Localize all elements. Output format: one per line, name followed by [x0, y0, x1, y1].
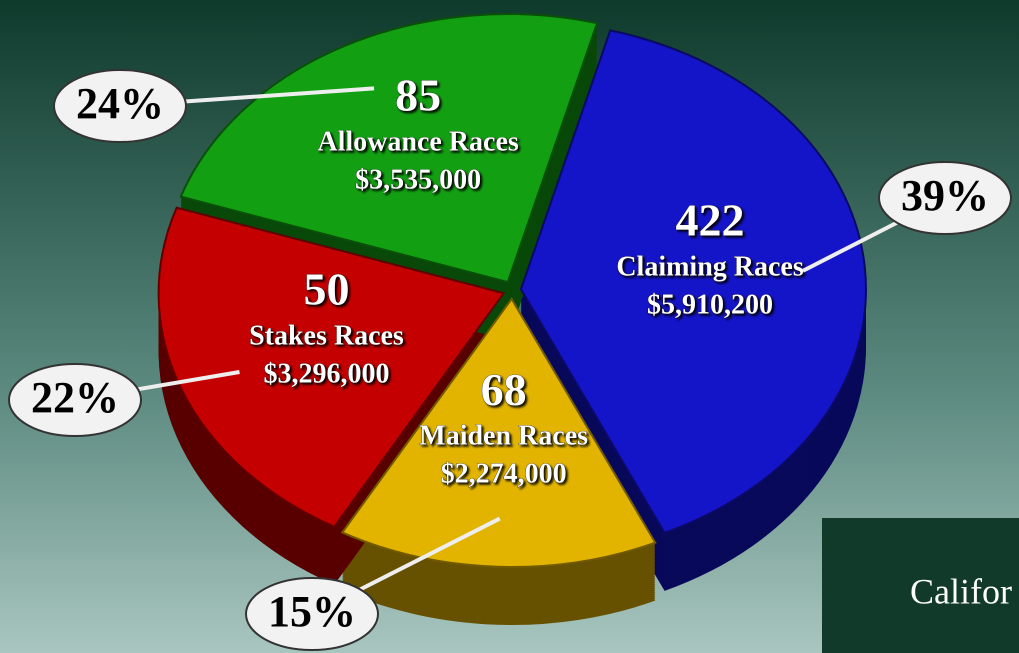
- title-box: [822, 518, 1019, 653]
- slice: [340, 297, 657, 568]
- slice-label: Allowance Races: [317, 127, 519, 158]
- percent-label: 15%: [268, 587, 356, 636]
- slice-purse: $5,910,200: [647, 289, 773, 320]
- slice-label: Claiming Races: [616, 251, 804, 282]
- callout-bubble: [8, 363, 142, 437]
- percent-label: 22%: [31, 373, 119, 422]
- slice: [179, 13, 599, 284]
- slice-purse: $3,296,000: [263, 358, 389, 389]
- slice-count: 422: [676, 194, 745, 245]
- percent-label: 24%: [76, 79, 164, 128]
- slice: [519, 29, 867, 535]
- footer-text: Califor: [910, 571, 1012, 611]
- callout-bubble: [245, 577, 379, 651]
- slice-label: Stakes Races: [249, 320, 404, 351]
- slice-purse: $3,535,000: [355, 165, 481, 196]
- slice-count: 85: [395, 70, 441, 121]
- percent-label: 39%: [901, 171, 989, 220]
- slice-purse: $2,274,000: [441, 459, 567, 490]
- callout-bubble: [53, 69, 187, 143]
- slice-count: 50: [303, 264, 349, 315]
- slice-label: Maiden Races: [419, 421, 588, 452]
- callout-bubble: [878, 161, 1012, 235]
- slice: [157, 206, 506, 528]
- slice-count: 68: [481, 364, 527, 415]
